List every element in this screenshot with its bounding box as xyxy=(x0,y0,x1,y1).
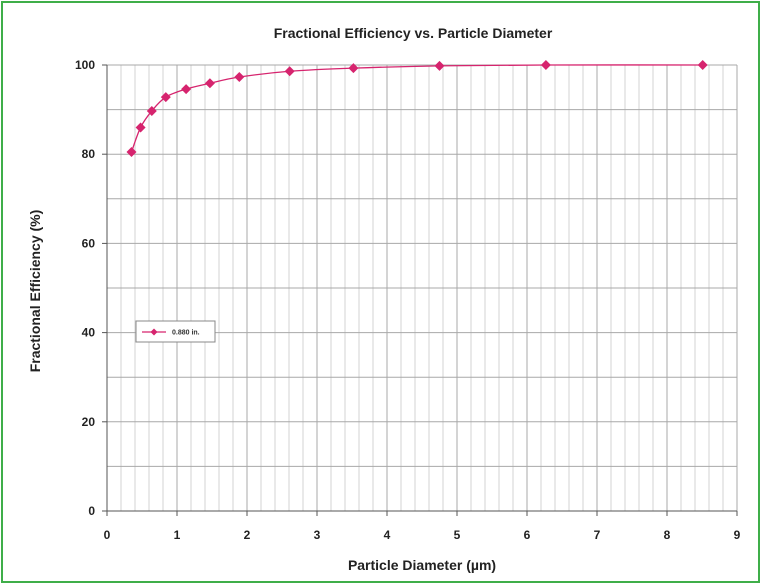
axes xyxy=(102,64,738,516)
data-point-marker xyxy=(434,60,445,71)
x-tick-label: 5 xyxy=(454,528,461,542)
y-axis-label: Fractional Efficiency (%) xyxy=(27,210,43,373)
data-point-marker xyxy=(160,92,171,103)
data-point-marker xyxy=(697,60,708,70)
data-point-marker xyxy=(135,122,146,133)
data-point-marker xyxy=(348,63,359,74)
y-tick-label: 100 xyxy=(75,58,95,72)
x-tick-label: 7 xyxy=(594,528,601,542)
x-tick-label: 0 xyxy=(104,528,111,542)
x-tick-label: 1 xyxy=(174,528,181,542)
data-point-marker xyxy=(146,105,157,116)
fractional-efficiency-chart: Fractional Efficiency vs. Particle Diame… xyxy=(27,25,741,573)
data-point-marker xyxy=(284,66,295,77)
series-layer xyxy=(126,60,708,157)
grid-lines xyxy=(106,64,738,512)
tick-labels: 0 1 2 3 4 5 6 7 8 9 0 20 40 60 80 100 xyxy=(75,58,741,542)
chart-title: Fractional Efficiency vs. Particle Diame… xyxy=(274,25,553,41)
data-point-marker xyxy=(126,146,137,157)
y-tick-label: 80 xyxy=(82,147,96,161)
x-tick-label: 4 xyxy=(384,528,391,542)
x-axis-label: Particle Diameter (µm) xyxy=(348,557,496,573)
x-tick-label: 8 xyxy=(664,528,671,542)
y-tick-label: 0 xyxy=(88,504,95,518)
data-point-marker xyxy=(181,84,192,95)
legend: 0.880 in. xyxy=(135,320,216,343)
x-tick-label: 6 xyxy=(524,528,531,542)
data-point-marker xyxy=(204,78,215,89)
x-tick-label: 2 xyxy=(244,528,251,542)
y-tick-label: 40 xyxy=(82,326,96,340)
legend-box xyxy=(135,320,216,343)
y-tick-label: 20 xyxy=(82,415,96,429)
y-tick-label: 60 xyxy=(82,236,96,250)
x-tick-label: 3 xyxy=(314,528,321,542)
data-point-marker xyxy=(234,72,245,83)
x-tick-label: 9 xyxy=(734,528,741,542)
series-line xyxy=(130,64,703,153)
legend-marker xyxy=(150,328,158,336)
legend-label: 0.880 in. xyxy=(172,330,200,337)
data-point-marker xyxy=(540,60,551,70)
